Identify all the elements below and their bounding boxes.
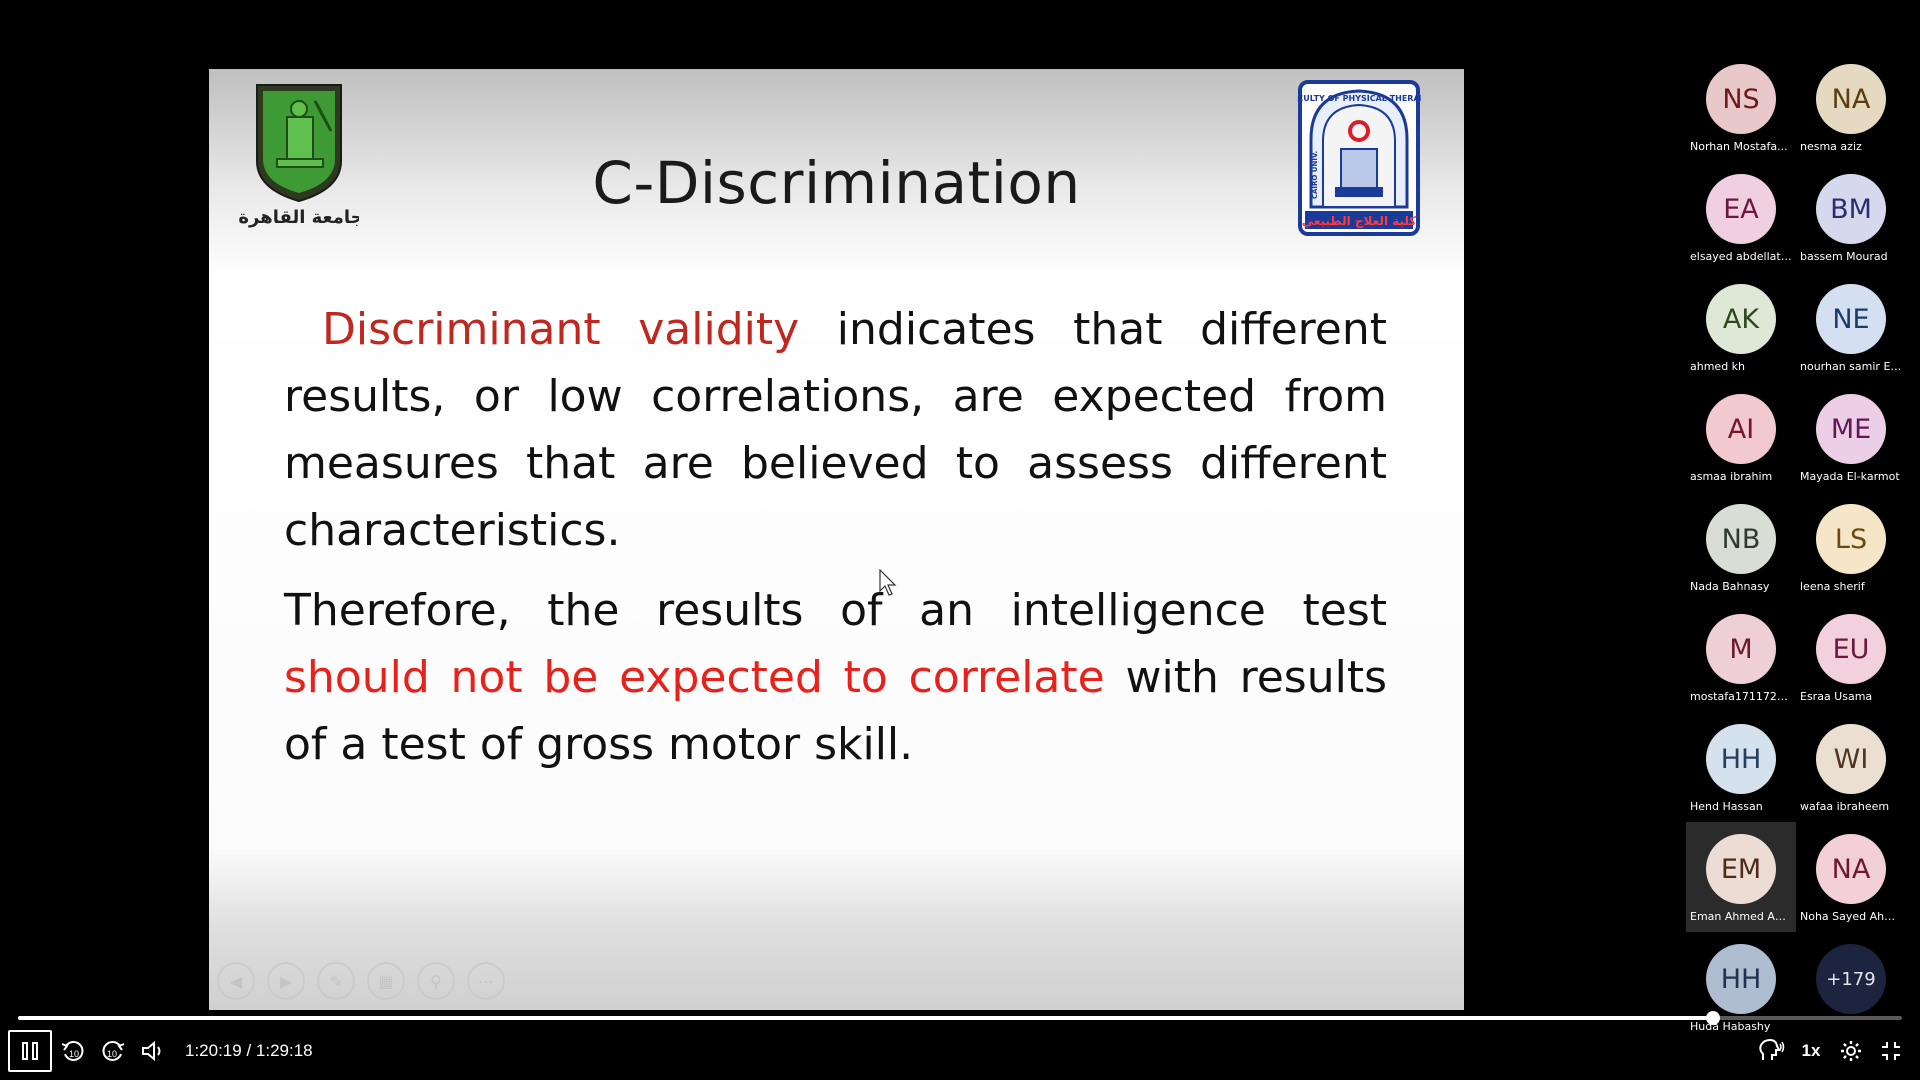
- participant-tile[interactable]: AK ahmed kh: [1686, 272, 1796, 382]
- participant-tile[interactable]: ME Mayada El-karmot: [1796, 382, 1906, 492]
- participants-panel: NS Norhan Mostafa... NA nesma aziz EA elsayed…: [1686, 52, 1906, 1033]
- participant-tile[interactable]: HH Hend Hassan: [1686, 712, 1796, 822]
- more-participants-button[interactable]: +179: [1796, 932, 1906, 1042]
- participant-tile[interactable]: NB Nada Bahnasy: [1686, 492, 1796, 602]
- participant-name: nesma aziz: [1800, 140, 1862, 153]
- participant-avatar: NA: [1816, 64, 1886, 134]
- participant-avatar: EA: [1706, 174, 1776, 244]
- participant-avatar: ME: [1816, 394, 1886, 464]
- participant-avatar: LS: [1816, 504, 1886, 574]
- participant-name: asmaa ibrahim: [1690, 470, 1773, 483]
- paragraph-1-text: indicates that different results, or low…: [284, 304, 1387, 556]
- participant-avatar: AI: [1706, 394, 1776, 464]
- participant-tile[interactable]: NA Noha Sayed Ahm...: [1796, 822, 1906, 932]
- highlight-should-not-correlate: should not be expected to correlate: [284, 652, 1105, 703]
- slides-grid-icon[interactable]: ▦: [367, 962, 405, 1000]
- participant-tile[interactable]: NA nesma aziz: [1796, 52, 1906, 162]
- playback-speed: 1x: [1801, 1041, 1821, 1060]
- skip-back-button[interactable]: 10: [58, 1030, 88, 1072]
- participant-avatar: WI: [1816, 724, 1886, 794]
- participant-name: wafaa ibraheem: [1800, 800, 1890, 813]
- participant-name: Norhan Mostafa...: [1690, 140, 1788, 153]
- exit-fullscreen-icon: [1882, 1042, 1900, 1060]
- participant-name: nourhan samir Eb...: [1800, 360, 1902, 373]
- left-logo-arabic: جامعة القاهرة: [239, 207, 359, 228]
- more-options-icon[interactable]: ⋯: [467, 962, 505, 1000]
- cairo-university-logo: جامعة القاهرة: [238, 81, 364, 231]
- participant-avatar: EU: [1816, 614, 1886, 684]
- slide-prev-icon[interactable]: ◀: [217, 962, 255, 1000]
- participant-tile[interactable]: NS Norhan Mostafa...: [1686, 52, 1796, 162]
- slide-next-icon[interactable]: ▶: [267, 962, 305, 1000]
- participant-avatar: EM: [1706, 834, 1776, 904]
- listening-head-icon: [1759, 1038, 1785, 1060]
- participant-tile[interactable]: BM bassem Mourad: [1796, 162, 1906, 272]
- participant-name: bassem Mourad: [1800, 250, 1888, 263]
- participant-name: leena sherif: [1800, 580, 1865, 593]
- participant-name: ahmed kh: [1690, 360, 1746, 373]
- playback-speed-button[interactable]: 1x: [1796, 1030, 1826, 1072]
- participant-avatar: HH: [1706, 944, 1776, 1014]
- skip-forward-button[interactable]: 10: [98, 1030, 128, 1072]
- participant-tile[interactable]: LS leena sherif: [1796, 492, 1906, 602]
- slide-paragraph-1: Discriminant validity indicates that dif…: [284, 296, 1387, 564]
- participant-name: Eman Ahmed Ab...: [1690, 910, 1792, 923]
- slide-show-controls: ◀ ▶ ✎ ▦ ⚲ ⋯: [217, 962, 505, 1000]
- playback-time: 1:20:19 / 1:29:18: [185, 1041, 313, 1060]
- participant-avatar: NA: [1816, 834, 1886, 904]
- seek-bar[interactable]: [18, 1011, 1902, 1025]
- participant-name: Mayada El-karmot: [1800, 470, 1900, 483]
- participant-avatar: NE: [1816, 284, 1886, 354]
- participant-avatar: NB: [1706, 504, 1776, 574]
- participant-name: Hend Hassan: [1690, 800, 1763, 813]
- participant-name: elsayed abdellatife: [1690, 250, 1792, 263]
- seek-bar-fill: [18, 1016, 1713, 1020]
- participant-tile[interactable]: EM Eman Ahmed Ab...: [1686, 822, 1796, 932]
- presentation-slide: جامعة القاهرة FACULTY OF PHYSICAL THERAP…: [209, 69, 1464, 1010]
- participant-tile[interactable]: EU Esraa Usama: [1796, 602, 1906, 712]
- audio-description-button[interactable]: [1754, 1030, 1788, 1072]
- participant-avatar: M: [1706, 614, 1776, 684]
- faculty-physical-therapy-logo: FACULTY OF PHYSICAL THERAPY CAIRO UNIV. …: [1287, 79, 1432, 237]
- participant-avatar: BM: [1816, 174, 1886, 244]
- participant-avatar: AK: [1706, 284, 1776, 354]
- participant-avatar: NS: [1706, 64, 1776, 134]
- participant-name: Esraa Usama: [1800, 690, 1873, 703]
- participant-name: mostafa171172@b...: [1690, 690, 1792, 703]
- pause-button[interactable]: [8, 1030, 52, 1072]
- paragraph-2-tail: with results of a test of gross motor sk…: [284, 652, 1387, 770]
- zoom-icon[interactable]: ⚲: [417, 962, 455, 1000]
- forward-10-icon: 10: [102, 1041, 125, 1061]
- pause-icon: [22, 1042, 38, 1060]
- slide-title: C-Discrimination: [592, 149, 1081, 217]
- participant-tile[interactable]: WI wafaa ibraheem: [1796, 712, 1906, 822]
- volume-button[interactable]: [138, 1030, 168, 1072]
- participant-tile[interactable]: NE nourhan samir Eb...: [1796, 272, 1906, 382]
- seek-bar-handle[interactable]: [1705, 1011, 1720, 1025]
- rewind-10-icon: 10: [61, 1041, 84, 1061]
- participant-tile[interactable]: HH Huda Habashy: [1686, 932, 1796, 1042]
- participant-avatar: HH: [1706, 724, 1776, 794]
- mouse-cursor-icon: [879, 569, 897, 596]
- exit-fullscreen-button[interactable]: [1876, 1030, 1906, 1072]
- right-logo-text: FACULTY OF PHYSICAL THERAPY: [1297, 94, 1421, 103]
- paragraph-2-lead: Therefore, the results of an intelligenc…: [284, 585, 1387, 636]
- slide-paragraph-2: Therefore, the results of an intelligenc…: [284, 577, 1387, 778]
- highlight-discriminant-validity: Discriminant validity: [322, 304, 800, 355]
- pen-icon[interactable]: ✎: [317, 962, 355, 1000]
- more-participants-count: +179: [1816, 944, 1886, 1014]
- participant-name: Nada Bahnasy: [1690, 580, 1770, 593]
- settings-button[interactable]: [1836, 1030, 1866, 1072]
- svg-text:10: 10: [69, 1049, 79, 1059]
- right-logo-arabic: كلية العلاج الطبيعي: [1302, 214, 1417, 228]
- right-logo-side-text: CAIRO UNIV.: [1311, 151, 1319, 199]
- gear-icon: [1841, 1041, 1861, 1061]
- participant-name: Noha Sayed Ahm...: [1800, 910, 1902, 923]
- participant-tile[interactable]: AI asmaa ibrahim: [1686, 382, 1796, 492]
- volume-icon: [142, 1040, 161, 1062]
- player-controls: 10 10 1:20:19 / 1:29:18 1x: [0, 1030, 1920, 1080]
- svg-text:10: 10: [107, 1049, 117, 1059]
- participant-tile[interactable]: Mmostafa171172@b...: [1686, 602, 1796, 712]
- participant-tile[interactable]: EA elsayed abdellatife: [1686, 162, 1796, 272]
